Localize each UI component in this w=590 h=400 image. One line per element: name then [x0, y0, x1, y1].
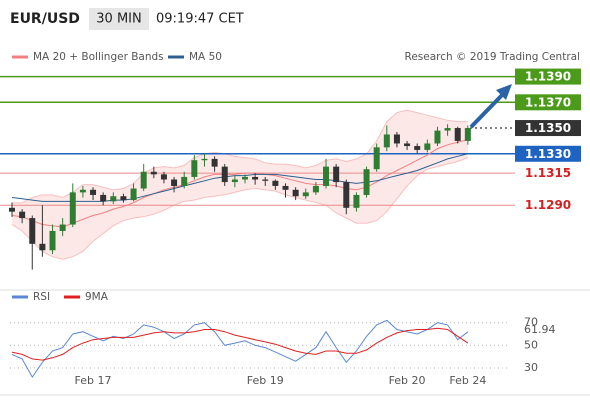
candle-body: [404, 143, 411, 147]
candle-body: [262, 179, 269, 181]
bollinger-upper: [12, 109, 468, 204]
level-box: [515, 145, 581, 162]
symbol: EUR/USD: [10, 11, 80, 27]
candle-body: [130, 188, 137, 201]
candle-body: [383, 134, 390, 148]
candle-body: [464, 128, 471, 141]
rsi-line: [11, 327, 469, 361]
bollinger-fill: [12, 110, 468, 260]
legend-label: 9MA: [85, 291, 109, 303]
candle-body: [312, 185, 319, 193]
legend-label: MA 20 + Bollinger Bands: [33, 51, 164, 63]
candle-body: [282, 185, 289, 190]
plot: MA 20 + Bollinger Bands MA 50 1.1390 1.1370…: [0, 51, 581, 387]
candle-body: [343, 182, 350, 208]
x-tick-label: Feb 24: [449, 374, 486, 387]
candle-body: [181, 176, 188, 186]
candle-body: [393, 134, 400, 144]
candle-body: [140, 171, 147, 189]
level-label: 1.1350: [525, 121, 571, 135]
candle-body: [150, 171, 157, 175]
candle-body: [424, 143, 431, 150]
legend-label: MA 50: [189, 51, 222, 63]
candle-body: [323, 166, 330, 186]
candle-body: [110, 196, 117, 202]
ma50-line: [11, 153, 469, 202]
candle-body: [90, 189, 97, 195]
level-label: 1.1330: [525, 147, 571, 161]
clock: 09:19:47 CET: [156, 12, 244, 27]
ma20-line: [11, 139, 469, 228]
candle-body: [29, 218, 36, 244]
candle-body: [272, 180, 279, 186]
rsi-tick-label: 30: [524, 361, 538, 374]
candle-body: [49, 230, 56, 251]
candle-body: [9, 207, 15, 212]
level-box: [515, 94, 581, 111]
candle-body: [292, 189, 299, 197]
candle-body: [373, 147, 380, 170]
rsi-tick-label: 70: [524, 316, 538, 329]
legend-label: RSI: [33, 291, 50, 303]
candle-body: [414, 146, 421, 150]
candle-body: [211, 158, 218, 167]
candle-body: [79, 189, 86, 193]
candle-body: [120, 196, 127, 201]
candle-body: [302, 192, 309, 197]
candle-body: [353, 194, 360, 208]
level-box: [515, 120, 581, 137]
rsi-line: [11, 319, 469, 379]
level-label: 1.1390: [525, 70, 571, 84]
candle-body: [221, 166, 228, 183]
x-tick-label: Feb 19: [247, 374, 284, 387]
candle-body: [191, 160, 198, 177]
x-tick-label: Feb 17: [75, 374, 112, 387]
rsi-tick-label: 50: [524, 338, 538, 351]
candle-body: [241, 176, 248, 180]
forecast-arrow: [469, 90, 507, 129]
arrow-head: [496, 84, 512, 100]
candle-body: [231, 179, 238, 183]
candle-body: [363, 169, 370, 195]
level-box: [515, 165, 581, 182]
candle-body: [171, 179, 178, 186]
level-label: 1.1370: [525, 95, 571, 109]
candle-body: [59, 224, 66, 231]
credit: Research © 2019 Trading Central: [405, 51, 581, 63]
level-label: 1.1315: [525, 166, 571, 180]
timeframe: 30 MIN: [96, 12, 141, 27]
x-tick-label: Feb 20: [389, 374, 426, 387]
candle-body: [201, 158, 208, 161]
level-label: 1.1290: [525, 198, 571, 212]
candle-body: [252, 176, 259, 180]
candle-body: [69, 192, 76, 225]
candle-body: [39, 243, 46, 251]
candle-body: [454, 128, 461, 141]
rsi-value-label: 61.94: [524, 323, 556, 336]
candle-body: [444, 128, 451, 131]
candle-body: [100, 194, 107, 202]
level-box: [515, 68, 581, 85]
level-box: [515, 197, 581, 214]
candle-body: [333, 166, 340, 183]
candle-body: [160, 174, 167, 180]
candle-body: [434, 130, 441, 144]
timeframe-box: [89, 8, 149, 30]
candle-body: [19, 211, 26, 219]
